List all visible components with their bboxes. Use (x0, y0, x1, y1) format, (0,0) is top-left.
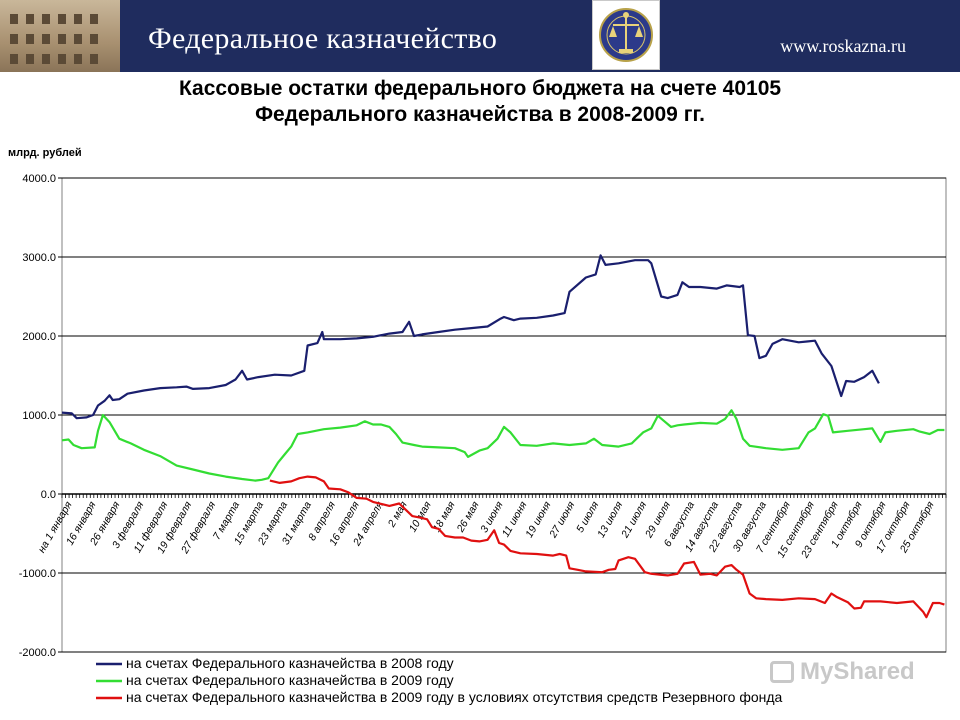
y-axis-label: млрд. рублей (8, 147, 82, 159)
y-tick-label: -2000.0 (19, 647, 56, 659)
title-line-1: Кассовые остатки федерального бюджета на… (178, 77, 782, 100)
legend-label-1: на счетах Федерального казначейства в 20… (126, 655, 454, 671)
y-tick-label: 3000.0 (22, 252, 56, 264)
series-line-1 (61, 254, 880, 420)
header-bar: Федеральное казначейство www.roskazna.ru (0, 0, 960, 72)
y-tick-label: 1000.0 (22, 410, 56, 422)
presentation-logo-icon (770, 661, 794, 683)
page-title: Кассовые остатки федерального бюджета на… (0, 76, 960, 128)
legend-label-2: на счетах Федерального казначейства в 20… (126, 672, 454, 688)
series-line-3 (269, 475, 945, 619)
site-url: www.roskazna.ru (780, 36, 906, 56)
y-tick-label: 2000.0 (22, 331, 56, 343)
watermark: MyShared (770, 658, 915, 686)
watermark-text: MyShared (800, 658, 915, 685)
y-tick-label: 0.0 (41, 489, 56, 501)
y-tick-label: 4000.0 (22, 173, 56, 185)
treasury-emblem-icon (592, 0, 660, 70)
title-line-2: Федерального казначейства в 2008-2009 гг… (255, 103, 705, 126)
legend-label-3: на счетах Федерального казначейства в 20… (126, 689, 783, 705)
org-name: Федеральное казначейство (148, 22, 498, 55)
building-photo (0, 0, 120, 72)
series-line-2 (61, 409, 945, 482)
y-tick-label: -1000.0 (19, 568, 56, 580)
